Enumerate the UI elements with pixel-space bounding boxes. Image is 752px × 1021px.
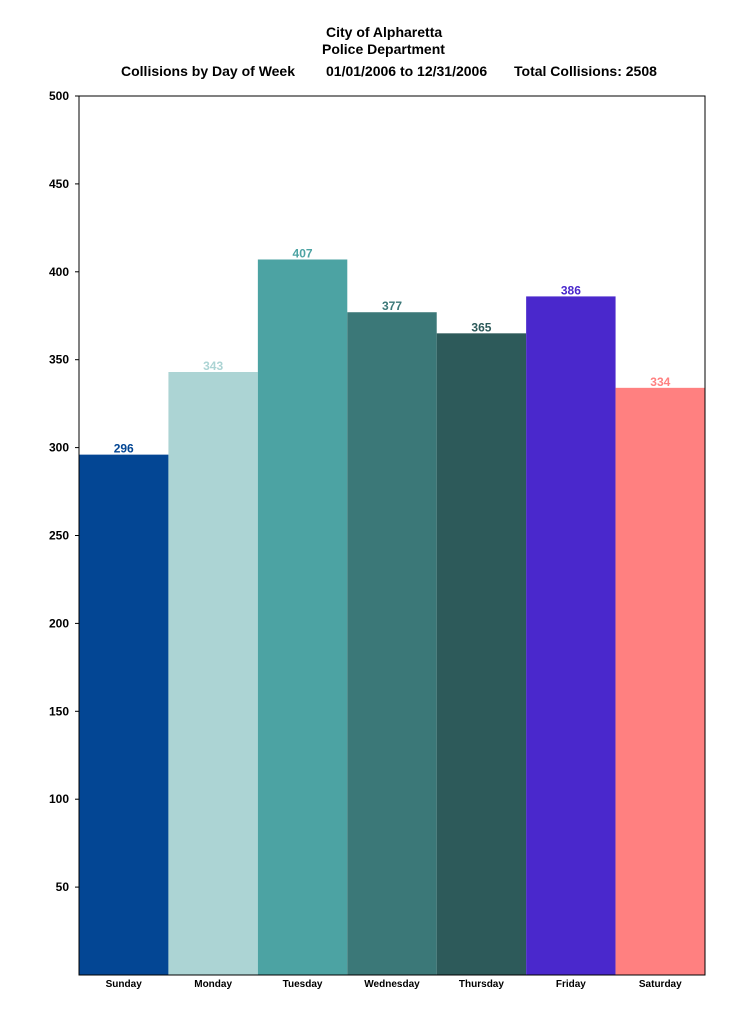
bars-group [79,259,705,976]
bar-monday [168,372,258,975]
x-tick-label-tuesday: Tuesday [283,979,323,990]
chart-date-range: 01/01/2006 to 12/31/2006 [326,63,488,79]
x-axis-group: Sunday Monday Tuesday Wednesday Thursday Frid… [106,979,682,990]
chart-title-line1: City of Alpharetta [326,24,443,40]
x-tick-label-thursday: Thursday [459,979,504,990]
x-tick-label-sunday: Sunday [106,979,143,990]
y-tick-label-400: 400 [49,265,69,279]
bar-tuesday [257,259,348,975]
value-label-wednesday: 377 [382,299,402,313]
chart-title-line2: Police Department [322,41,445,57]
value-label-tuesday: 407 [293,246,313,260]
x-tick-label-friday: Friday [556,979,586,990]
plot-frame [78,95,706,976]
bar-sunday [79,454,169,975]
bar-wednesday [347,312,437,976]
y-tick-label-300: 300 [49,441,69,455]
bar-saturday [615,387,705,976]
y-tick-label-350: 350 [49,353,69,367]
chart-total-collisions: Total Collisions: 2508 [514,63,657,79]
x-tick-label-wednesday: Wednesday [364,979,420,990]
value-label-saturday: 334 [650,375,670,389]
x-tick-label-monday: Monday [194,979,232,990]
y-tick-label-450: 450 [49,177,69,191]
value-label-thursday: 365 [471,320,491,334]
y-axis-group: 50 100 150 200 250 300 350 400 450 500 [49,89,79,894]
x-tick-label-saturday: Saturday [639,979,682,990]
y-tick-label-100: 100 [49,792,69,806]
y-tick-label-500: 500 [49,89,69,103]
bar-friday [526,296,616,975]
value-label-friday: 386 [561,283,581,297]
y-tick-label-50: 50 [56,880,70,894]
y-tick-label-250: 250 [49,529,69,543]
y-tick-label-200: 200 [49,616,69,630]
value-labels-group: 296 343 407 377 365 386 334 [114,246,671,455]
y-tick-label-150: 150 [49,704,69,718]
value-label-monday: 343 [203,359,223,373]
chart-subtitle: Collisions by Day of Week [121,63,296,79]
bar-thursday [436,333,527,976]
value-label-sunday: 296 [114,442,134,456]
